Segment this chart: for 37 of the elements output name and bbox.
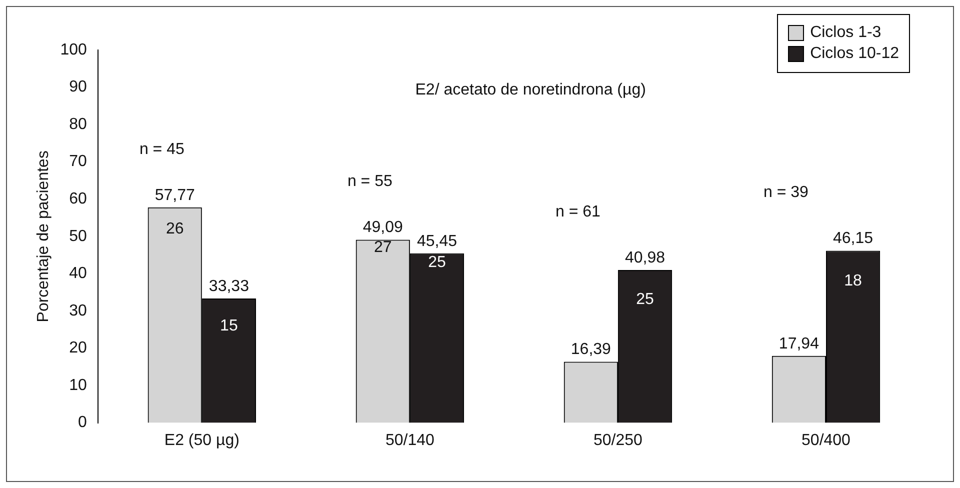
y-tick-label: 40	[69, 265, 87, 282]
x-tick-label: 50/400	[802, 432, 851, 449]
y-tick-label: 0	[78, 414, 87, 432]
annotation: n = 39	[764, 184, 809, 202]
annotation: n = 61	[555, 203, 601, 220]
y-tick-label: 50	[69, 228, 87, 245]
data-label: 57,77	[154, 186, 195, 204]
data-label: 40,98	[624, 249, 666, 266]
legend-label: Ciclos 10-12	[810, 45, 899, 63]
x-tick-label: 50/250	[593, 432, 643, 449]
y-tick-label: 100	[60, 41, 87, 58]
annotation: 15	[220, 317, 238, 334]
y-tick-label: 80	[69, 116, 87, 133]
data-label: 33,33	[208, 278, 250, 295]
x-tick-label: 50/140	[385, 432, 435, 449]
y-tick-label: 60	[69, 190, 87, 208]
data-label: 49,09	[362, 219, 404, 236]
y-axis-title: Porcentaje de pacientes	[35, 150, 52, 322]
annotation: n = 55	[347, 173, 392, 190]
annotation: 26	[166, 220, 184, 238]
x-tick-label: E2 (50 µg)	[164, 432, 240, 449]
annotation: 25	[636, 291, 654, 308]
y-tick-label: 20	[69, 340, 87, 357]
data-label: 46,15	[833, 230, 874, 248]
annotation: 18	[844, 272, 862, 290]
annotation: 27	[374, 238, 392, 256]
legend-label: Ciclos 1-3	[810, 24, 882, 42]
annotation: 25	[428, 254, 446, 271]
data-label: 17,94	[778, 335, 820, 352]
y-tick-label: 90	[69, 78, 87, 96]
y-tick-label: 30	[69, 302, 87, 320]
y-tick-label: 70	[69, 153, 87, 170]
y-tick-label: 10	[69, 376, 87, 394]
data-label: 16,39	[570, 341, 612, 358]
annotation: n = 45	[139, 140, 184, 158]
data-label: 45,45	[416, 232, 458, 250]
annotation: E2/ acetato de noretindrona (µg)	[415, 81, 646, 98]
